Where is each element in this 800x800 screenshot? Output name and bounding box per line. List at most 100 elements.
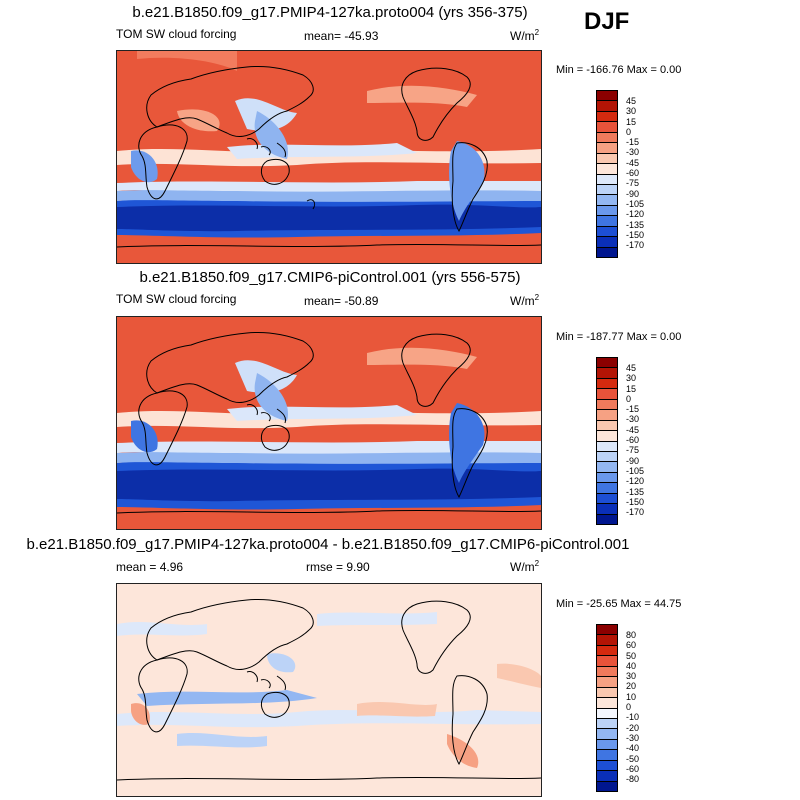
colorbar-swatch <box>597 122 617 133</box>
colorbar-swatch <box>597 771 617 782</box>
colorbar-swatch <box>597 781 617 791</box>
colorbar-tick-label: -105 <box>626 465 645 476</box>
colorbar-tick-label: -90 <box>626 188 640 199</box>
panel-2-colorbar <box>596 357 618 525</box>
panel-2-mean: mean= -50.89 <box>304 294 379 308</box>
colorbar-tick-label: 45 <box>626 96 637 106</box>
colorbar-swatch <box>597 174 617 185</box>
panel-3-units: W/m2 <box>510 559 540 574</box>
colorbar-tick-label: -50 <box>626 753 640 764</box>
colorbar-swatch <box>597 750 617 761</box>
panel-3-map <box>116 583 542 797</box>
colorbar-swatch <box>597 216 617 227</box>
colorbar-tick-label: 80 <box>626 630 637 640</box>
colorbar-tick-label: -120 <box>626 209 645 220</box>
colorbar-tick-label: -40 <box>626 743 640 754</box>
colorbar-tick-label: -60 <box>626 763 640 774</box>
colorbar-tick-label: -15 <box>626 137 640 148</box>
colorbar-swatch <box>597 153 617 165</box>
colorbar-swatch <box>597 368 617 379</box>
colorbar-tick-label: -75 <box>626 178 640 189</box>
colorbar-swatch <box>597 101 617 112</box>
colorbar-swatch <box>597 483 617 494</box>
panel-1-colorbar <box>596 90 618 258</box>
panel-2-map <box>116 316 542 530</box>
colorbar-tick-label: -30 <box>626 732 640 743</box>
colorbar-tick-label: 0 <box>626 393 632 404</box>
colorbar-tick-label: -80 <box>626 774 640 785</box>
colorbar-tick-label: -135 <box>626 486 645 497</box>
colorbar-swatch <box>597 358 617 369</box>
colorbar-swatch <box>597 504 617 515</box>
colorbar-swatch <box>597 132 617 144</box>
colorbar-tick-label: 20 <box>626 681 637 692</box>
colorbar-swatch <box>597 677 617 688</box>
colorbar-swatch <box>597 247 617 257</box>
colorbar-swatch <box>597 205 617 217</box>
colorbar-swatch <box>597 462 617 473</box>
panel-2-title: b.e21.B1850.f09_g17.CMIP6-piControl.001 … <box>139 269 521 286</box>
panel-3-rmse: rmse = 9.90 <box>306 560 370 574</box>
colorbar-swatch <box>597 698 617 709</box>
panel-1-mean: mean= -45.93 <box>304 29 379 43</box>
panel-3-colorbar <box>596 624 618 792</box>
panel-2-units: W/m2 <box>510 293 540 308</box>
colorbar-swatch <box>597 226 617 238</box>
colorbar-swatch <box>597 451 617 463</box>
panel-3-colorbar-labels: 80 60 50 40 30 20 10 0 -10 -20 -30 -40 -50 -60 -80 <box>626 630 639 784</box>
panel-2-minmax: Min = -187.77 Max = 0.00 <box>556 331 682 343</box>
colorbar-tick-label: 30 <box>626 671 637 682</box>
colorbar-tick-label: -60 <box>626 435 640 446</box>
colorbar-tick-label: -15 <box>626 404 640 415</box>
colorbar-tick-label: 15 <box>626 116 637 127</box>
colorbar-swatch <box>597 164 617 175</box>
season-label: DJF <box>584 8 630 35</box>
panel-1-variable: TOM SW cloud forcing <box>116 27 237 41</box>
colorbar-swatch <box>597 493 617 505</box>
colorbar-tick-label: -90 <box>626 455 640 466</box>
colorbar-swatch <box>597 645 617 657</box>
colorbar-swatch <box>597 441 617 452</box>
colorbar-swatch <box>597 237 617 248</box>
colorbar-swatch <box>597 143 617 154</box>
colorbar-swatch <box>597 729 617 740</box>
colorbar-swatch <box>597 708 617 719</box>
colorbar-swatch <box>597 378 617 390</box>
colorbar-swatch <box>597 687 617 699</box>
panel-2-colorbar-labels: 45 30 15 0 -15 -30 -45 -60 -75 -90 -105 -120 -135 -15… <box>626 363 644 517</box>
colorbar-tick-label: 50 <box>626 650 637 661</box>
panel-1-colorbar-labels: 45 30 15 0 -15 -30 -45 -60 -75 -90 -105 -120 -135 -15… <box>626 96 644 250</box>
colorbar-tick-label: -30 <box>626 414 640 425</box>
colorbar-tick-label: -10 <box>626 712 640 723</box>
panel-1-units: W/m2 <box>510 28 540 43</box>
colorbar-swatch <box>597 389 617 400</box>
colorbar-swatch <box>597 410 617 421</box>
colorbar-tick-label: 10 <box>626 691 637 702</box>
colorbar-swatch <box>597 656 617 667</box>
colorbar-swatch <box>597 635 617 646</box>
panel-3-mean: mean = 4.96 <box>116 560 184 574</box>
colorbar-tick-label: -75 <box>626 445 640 456</box>
colorbar-swatch <box>597 760 617 772</box>
panel-1-map <box>116 50 542 264</box>
panel-3-title: b.e21.B1850.f09_g17.PMIP4-127ka.proto004… <box>26 536 630 553</box>
colorbar-tick-label: 40 <box>626 660 637 671</box>
colorbar-tick-label: -105 <box>626 198 645 209</box>
colorbar-tick-label: -170 <box>626 507 645 518</box>
colorbar-tick-label: 0 <box>626 702 632 713</box>
colorbar-swatch <box>597 666 617 678</box>
colorbar-swatch <box>597 514 617 524</box>
colorbar-tick-label: -150 <box>626 229 645 240</box>
panel-3-minmax: Min = -25.65 Max = 44.75 <box>556 598 682 610</box>
colorbar-swatch <box>597 718 617 730</box>
colorbar-swatch <box>597 420 617 432</box>
colorbar-swatch <box>597 184 617 196</box>
colorbar-swatch <box>597 739 617 751</box>
colorbar-tick-label: -135 <box>626 219 645 230</box>
colorbar-tick-label: -45 <box>626 157 640 168</box>
colorbar-swatch <box>597 91 617 102</box>
colorbar-tick-label: -45 <box>626 424 640 435</box>
colorbar-tick-label: -60 <box>626 168 640 179</box>
colorbar-tick-label: -150 <box>626 496 645 507</box>
colorbar-swatch <box>597 431 617 442</box>
